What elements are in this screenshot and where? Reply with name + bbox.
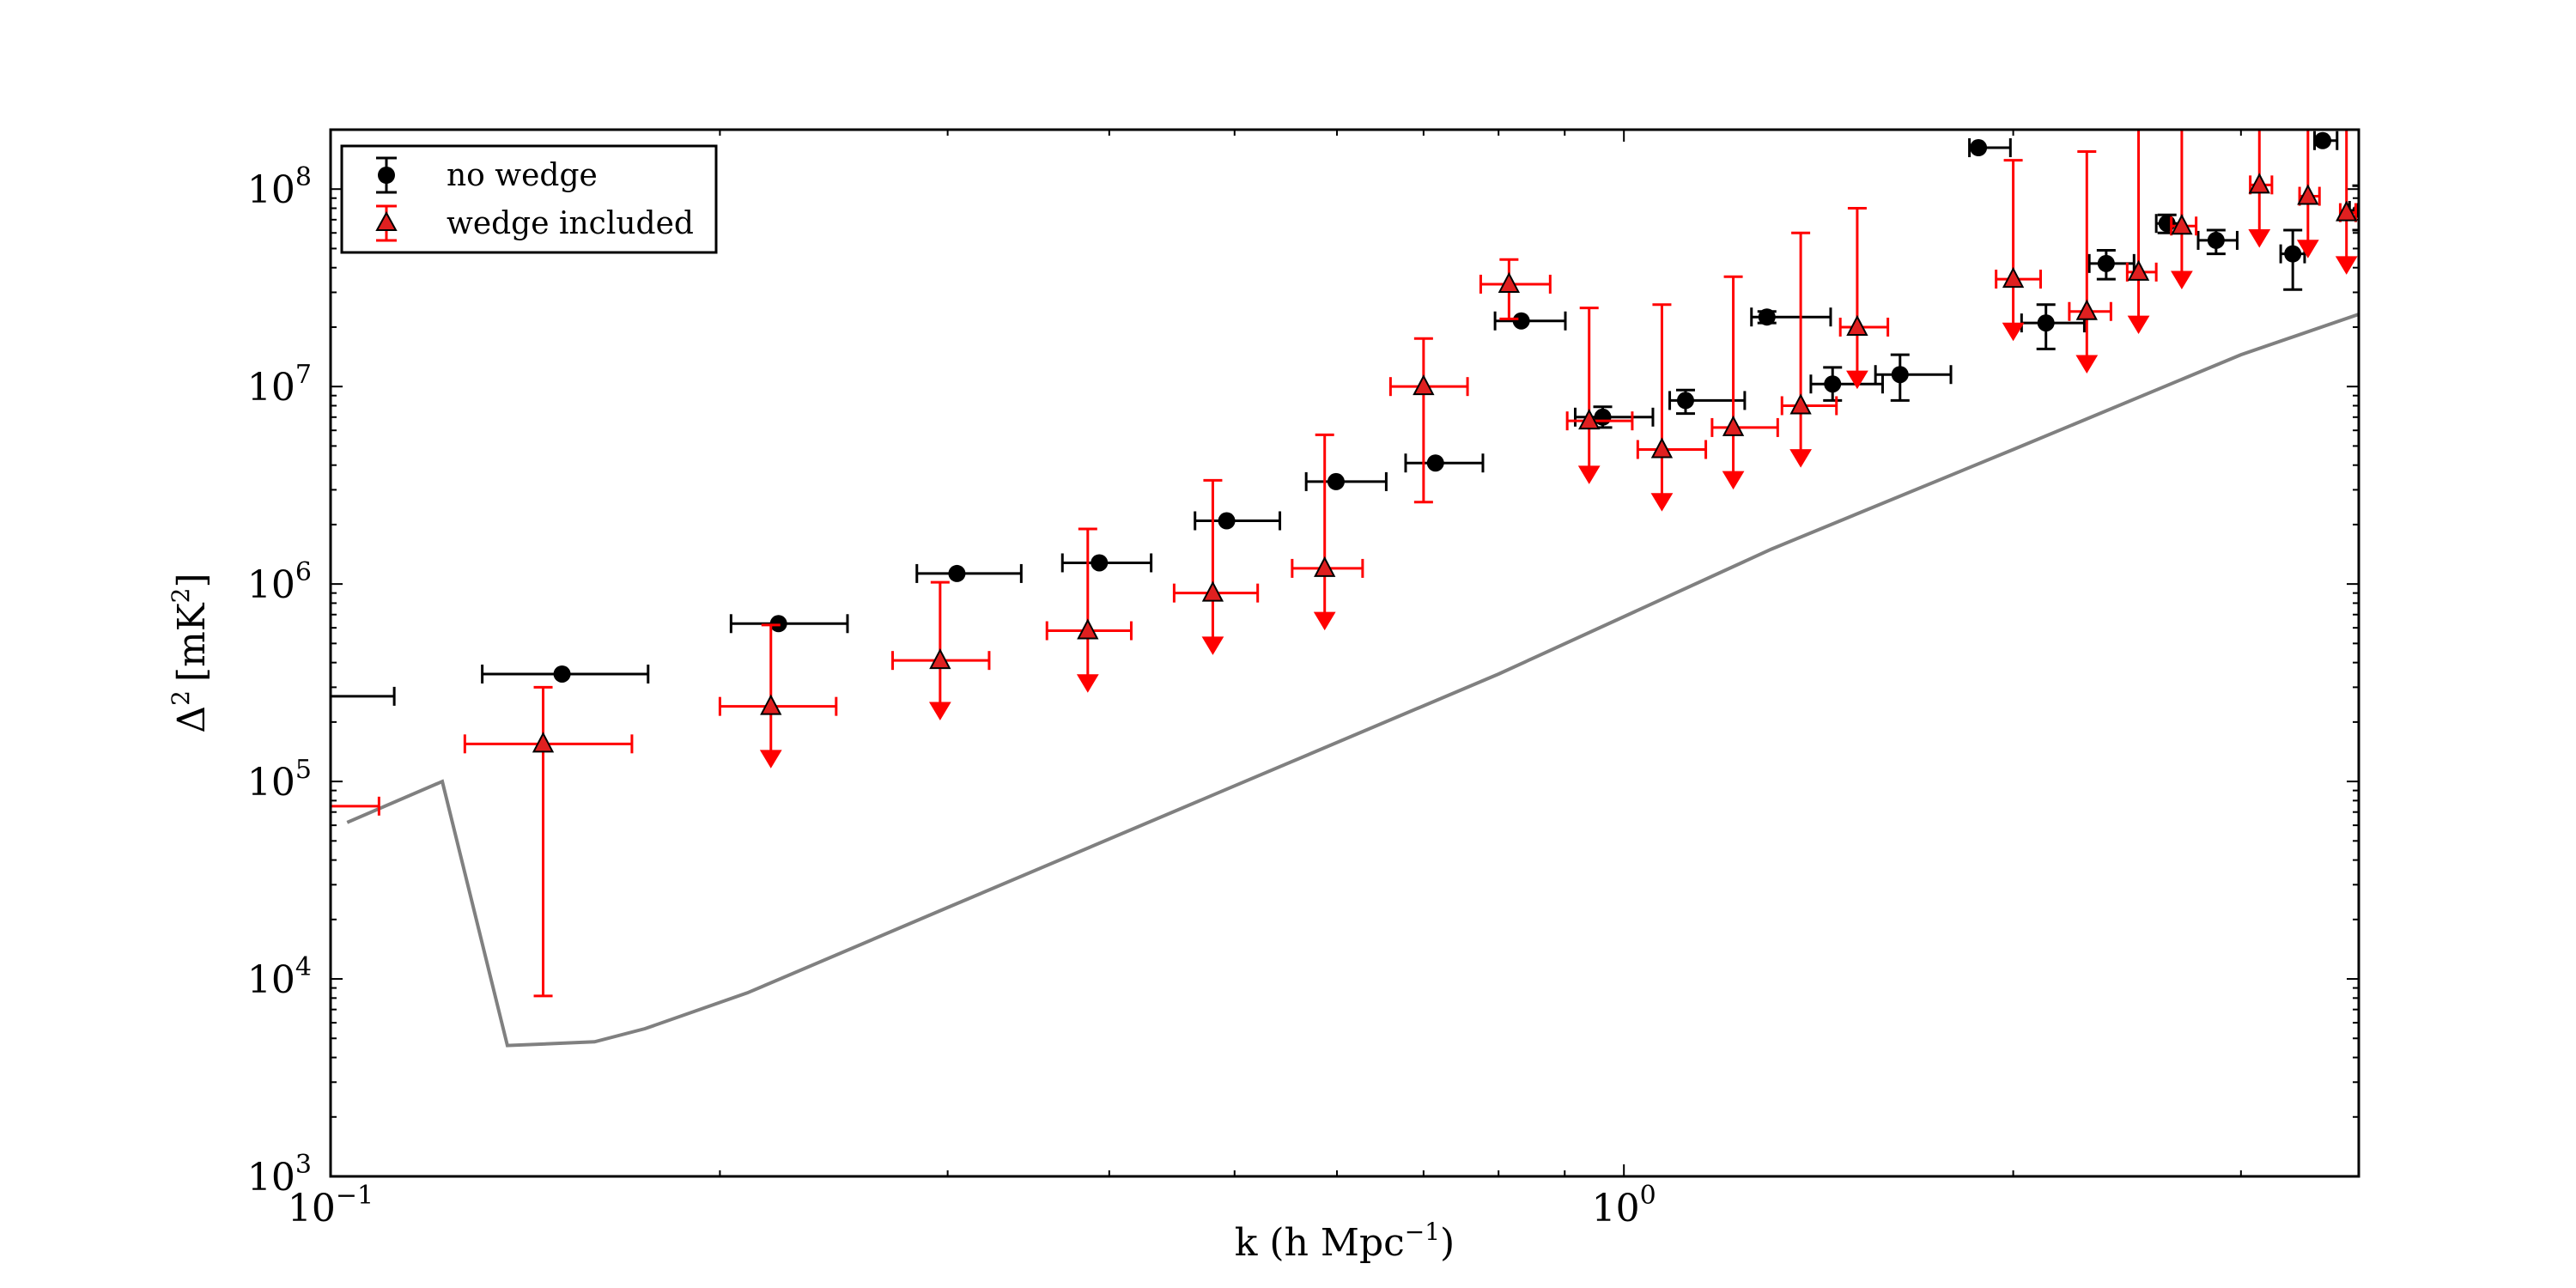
noise-curve-layer [346, 312, 2359, 1048]
upper-limit-arrow [2296, 240, 2319, 258]
legend-label-no-wedge: no wedge [447, 158, 598, 193]
x-tick-label: 10−1 [288, 1181, 374, 1230]
series-no-wedge [293, 131, 2359, 706]
data-point [2207, 231, 2225, 249]
y-tick-label: 103 [247, 1150, 312, 1200]
series-wedge-included [331, 122, 2402, 998]
y-tick-label: 106 [247, 557, 312, 607]
data-point [2382, 122, 2401, 140]
data-point [1413, 374, 1435, 396]
data-point [1512, 312, 1530, 330]
y-tick-label: 105 [247, 755, 312, 805]
tick-labels: 103 104 105 106 107 108 10−1 100 [247, 162, 1656, 1230]
series-layer [293, 122, 2402, 998]
upper-limit-arrow [1201, 636, 1224, 655]
data-point [1758, 308, 1776, 326]
upper-limit-arrow [2248, 229, 2271, 248]
legend-marker-circle [378, 167, 395, 184]
data-point [1077, 618, 1099, 640]
axis-ticks [330, 129, 2359, 1177]
data-point [1218, 512, 1236, 530]
legend: no wedge wedge included [340, 144, 718, 254]
legend-marker-triangle [375, 210, 398, 231]
data-point [1891, 366, 1909, 384]
y-axis-title: Δ2[mK2] [167, 573, 214, 732]
data-point [2158, 215, 2176, 233]
data-point [2297, 184, 2319, 205]
legend-entry-wedge-included: wedge included [375, 204, 694, 242]
upper-limit-arrow [1313, 611, 1336, 631]
data-point [1498, 271, 1521, 293]
data-point [1846, 314, 1868, 336]
x-axis-title: k (h Mpc−1) [1235, 1218, 1455, 1265]
data-point [1578, 409, 1601, 430]
data-point [1970, 139, 1988, 157]
upper-limit-arrow [2335, 256, 2358, 275]
upper-limit-arrow [1789, 449, 1812, 468]
data-point [2336, 200, 2358, 222]
data-point [769, 615, 787, 633]
plot-frame [329, 128, 2360, 1178]
upper-limit-arrow [1722, 471, 1745, 490]
data-point [2097, 254, 2115, 272]
data-point [1426, 454, 1444, 472]
upper-limit-arrow [2127, 315, 2150, 335]
upper-limit-arrow [2002, 322, 2025, 342]
data-point [2284, 245, 2302, 263]
upper-limit-arrow [928, 702, 951, 720]
data-point [553, 665, 571, 683]
data-point [2037, 314, 2055, 332]
data-point [293, 688, 310, 705]
x-tick-label: 100 [1592, 1181, 1656, 1230]
upper-limit-arrow [1846, 370, 1868, 390]
legend-box [340, 144, 718, 254]
data-point [1650, 437, 1674, 459]
y-tick-label: 107 [247, 360, 312, 410]
upper-limit-arrow [1076, 674, 1099, 693]
data-point [1722, 415, 1745, 436]
data-point [2075, 299, 2098, 320]
data-point [1594, 408, 1612, 426]
data-point [1091, 554, 1109, 572]
upper-limit-arrow [1577, 465, 1601, 484]
data-point [1789, 393, 1812, 415]
data-point [2127, 259, 2150, 281]
data-point [2002, 266, 2025, 289]
data-point [1824, 375, 1842, 393]
y-tick-label: 108 [247, 162, 312, 212]
data-point [929, 648, 951, 670]
data-point [1676, 392, 1694, 410]
upper-limit-arrow [759, 750, 782, 769]
data-point [1327, 472, 1345, 490]
data-point [2248, 173, 2270, 194]
y-tick-label: 104 [247, 952, 312, 1002]
data-point [1201, 580, 1224, 602]
data-point [948, 564, 966, 582]
data-point [1314, 556, 1336, 577]
legend-entry-no-wedge: no wedge [376, 156, 598, 194]
noise-curve-line [346, 312, 2359, 1048]
upper-limit-arrow [2381, 133, 2402, 150]
data-point [2314, 131, 2332, 149]
upper-limit-arrow [1650, 493, 1674, 512]
upper-limit-arrow [2171, 270, 2193, 289]
upper-limit-arrow [2075, 355, 2099, 374]
data-point [2171, 214, 2193, 235]
data-point [532, 732, 555, 753]
legend-label-wedge-included: wedge included [447, 206, 694, 241]
data-point [760, 694, 782, 715]
